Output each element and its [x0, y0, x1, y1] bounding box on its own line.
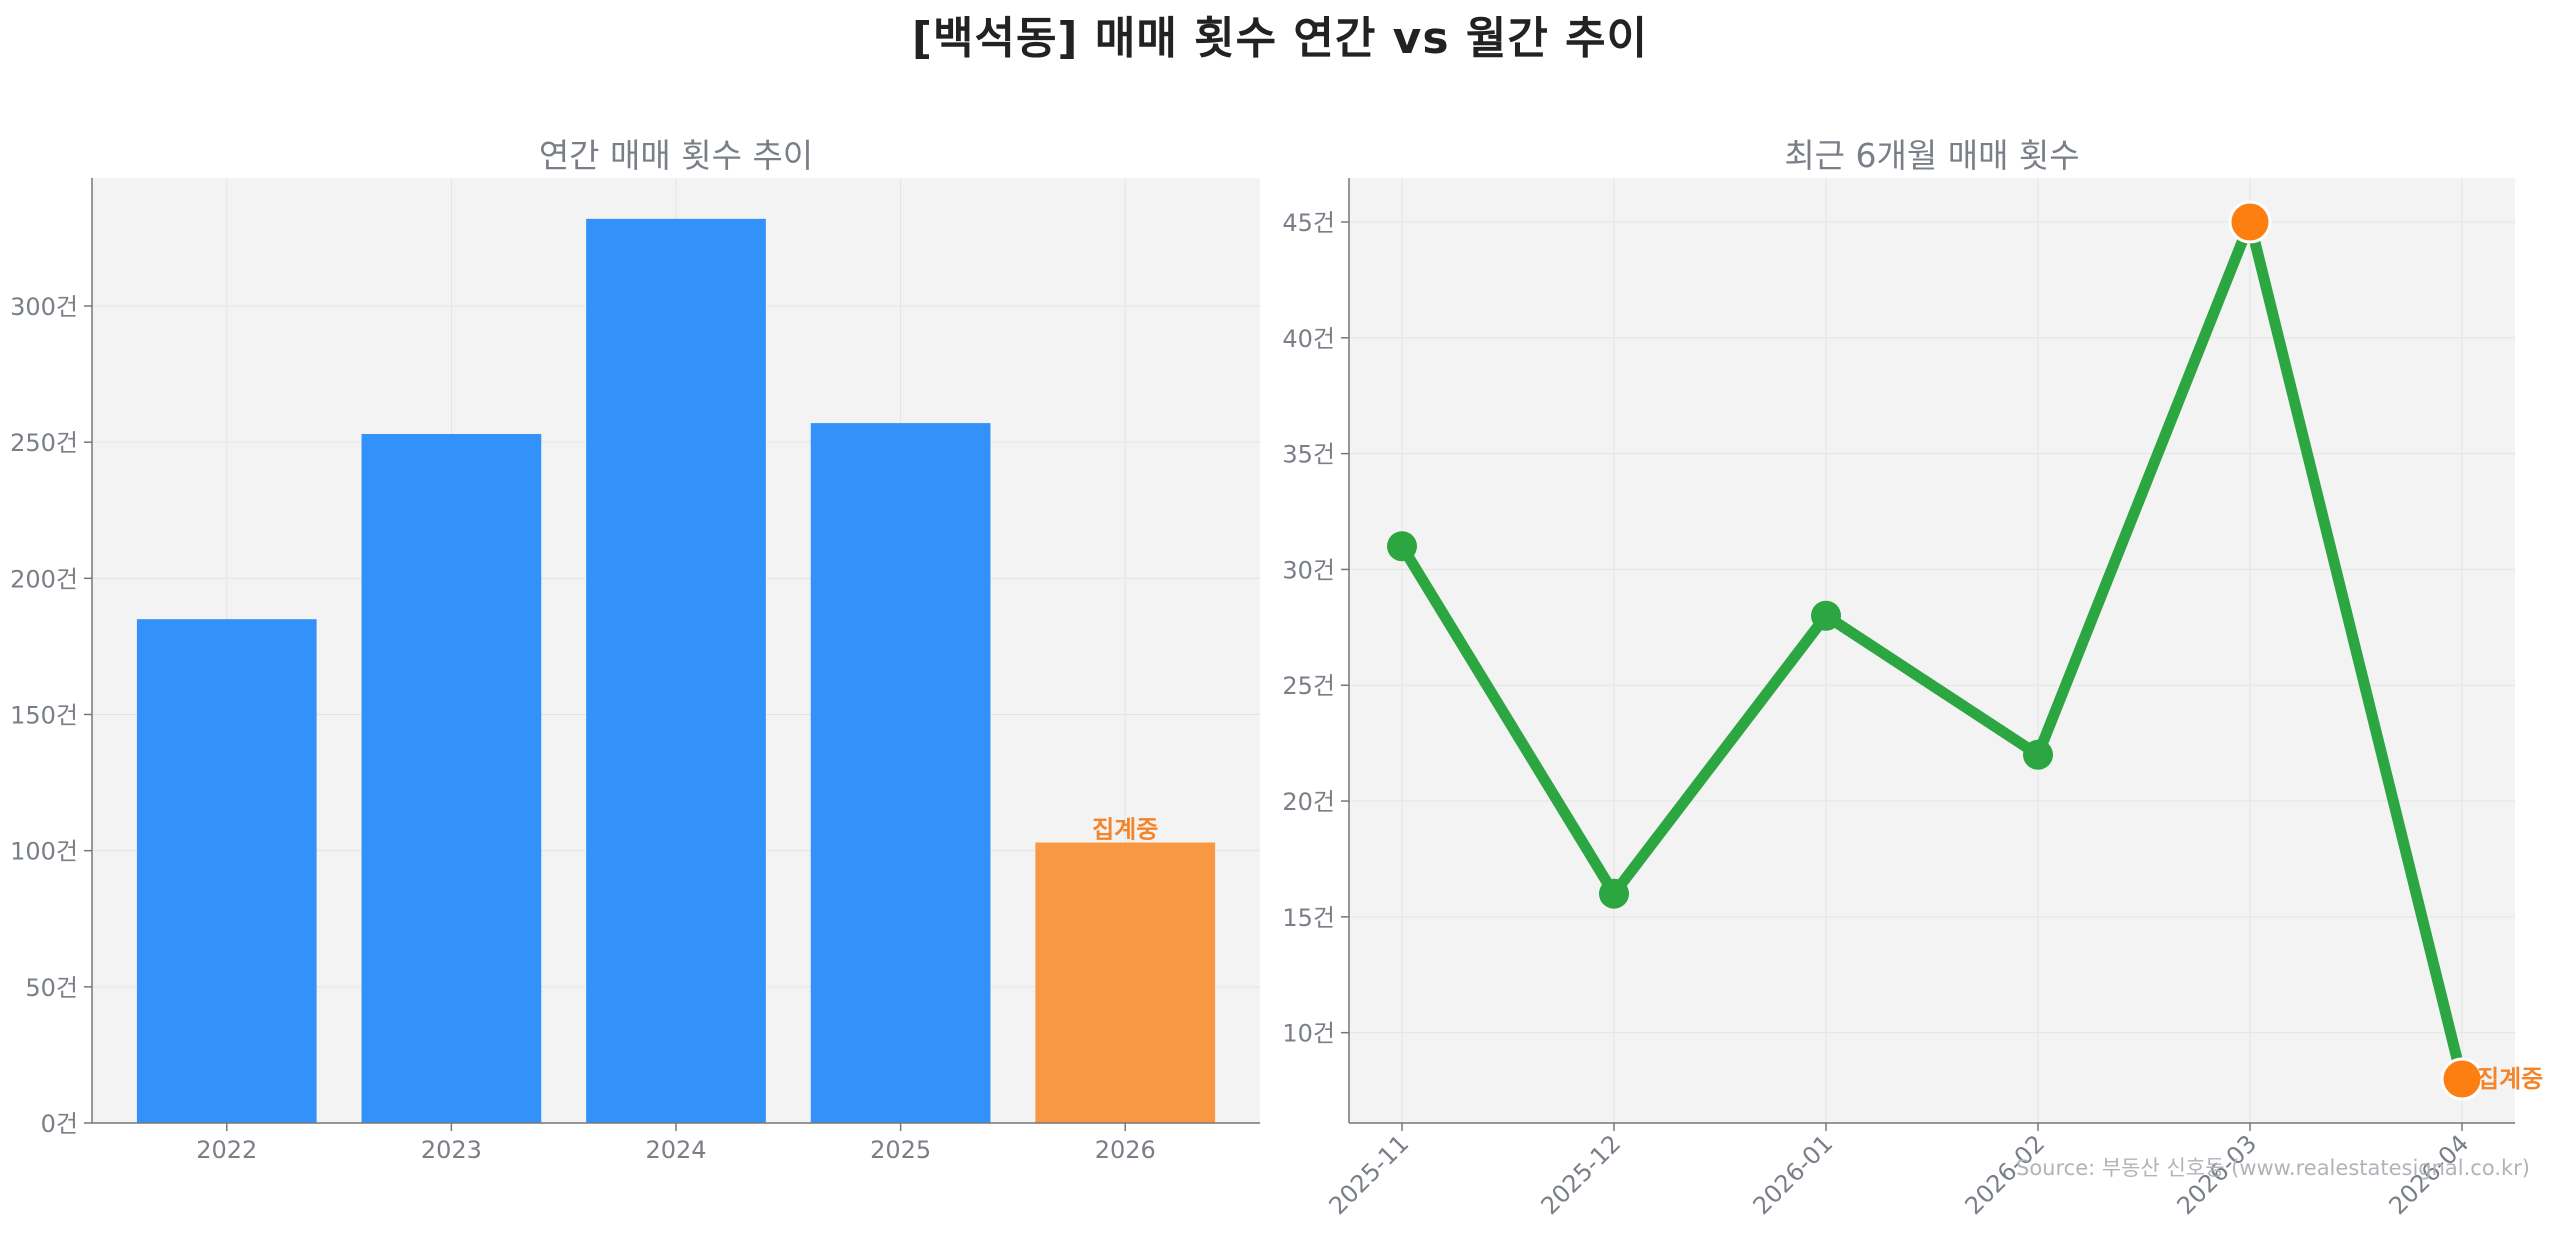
monthly-plot-area	[1349, 178, 2515, 1123]
annual-y-tick-label: 150건	[10, 701, 78, 729]
annual-y-tick-label: 50건	[25, 974, 78, 1002]
annual-y-ticks: 0건 50건 100건 150건 200건 250건 300건	[10, 293, 92, 1138]
monthly-data-point	[1811, 600, 1841, 631]
monthly-y-tick-label: 20건	[1282, 788, 1335, 816]
annual-x-tick-label: 2022	[196, 1136, 257, 1164]
monthly-grid	[1349, 178, 2515, 1123]
monthly-data-point	[1387, 531, 1417, 562]
monthly-x-tick-label: 2025-11	[1324, 1129, 1415, 1220]
monthly-y-tick-label: 25건	[1282, 672, 1335, 700]
monthly-series-line	[1396, 216, 2468, 1085]
annual-bar	[136, 619, 317, 1123]
annual-y-tick-label: 0건	[41, 1110, 78, 1138]
annual-y-tick-label: 250건	[10, 429, 78, 457]
source-footnote: Source: 부동산 신호등 (www.realestatesignal.co…	[2016, 1156, 2530, 1180]
annual-annotation-label: 집계중	[1092, 815, 1158, 843]
annual-y-tick-label: 100건	[10, 838, 78, 866]
monthly-y-ticks: 10건 15건 20건 25건 30건 35건 40건 45건	[1282, 209, 1349, 1048]
monthly-x-tick-label: 2025-12	[1536, 1129, 1627, 1220]
monthly-x-tick-label: 2026-01	[1748, 1129, 1839, 1220]
annual-bar	[586, 218, 766, 1123]
annual-bar	[361, 433, 542, 1123]
annual-bar	[1035, 842, 1216, 1123]
monthly-y-tick-label: 30건	[1282, 556, 1335, 584]
monthly-y-tick-label: 10건	[1282, 1020, 1335, 1048]
annual-x-tick-label: 2023	[421, 1136, 482, 1164]
annual-y-tick-label: 300건	[10, 293, 78, 321]
monthly-y-tick-label: 40건	[1282, 325, 1335, 353]
monthly-data-point	[2023, 739, 2053, 770]
monthly-highlight-point	[2228, 200, 2272, 244]
monthly-data-point	[1599, 878, 1629, 909]
monthly-annotation-label: 집계중	[2477, 1065, 2543, 1093]
annual-x-tick-label: 2025	[870, 1136, 931, 1164]
annual-bars: 집계중	[136, 218, 1216, 1124]
annual-y-tick-label: 200건	[10, 565, 78, 593]
monthly-series: 집계중	[1387, 200, 2543, 1101]
monthly-y-tick-label: 45건	[1282, 209, 1335, 237]
monthly-line-chart: 10건 15건 20건 25건 30건 35건 40건 45건 2025-11 2025-12 2…	[1282, 136, 2543, 1220]
chart-main-title: [백석동] 매매 횟수 연간 vs 월간 추이	[911, 13, 1649, 64]
monthly-y-tick-label: 15건	[1282, 904, 1335, 932]
annual-x-tick-label: 2024	[645, 1136, 706, 1164]
annual-x-tick-label: 2026	[1095, 1136, 1156, 1164]
annual-x-ticks: 2022 2023 2024 2025 2026	[196, 1123, 1156, 1164]
monthly-chart-title: 최근 6개월 매매 횟수	[1784, 136, 2079, 175]
monthly-highlight-point	[2440, 1057, 2484, 1101]
annual-chart-title: 연간 매매 횟수 추이	[539, 136, 813, 175]
annual-bar	[810, 423, 991, 1124]
monthly-y-tick-label: 35건	[1282, 441, 1335, 469]
